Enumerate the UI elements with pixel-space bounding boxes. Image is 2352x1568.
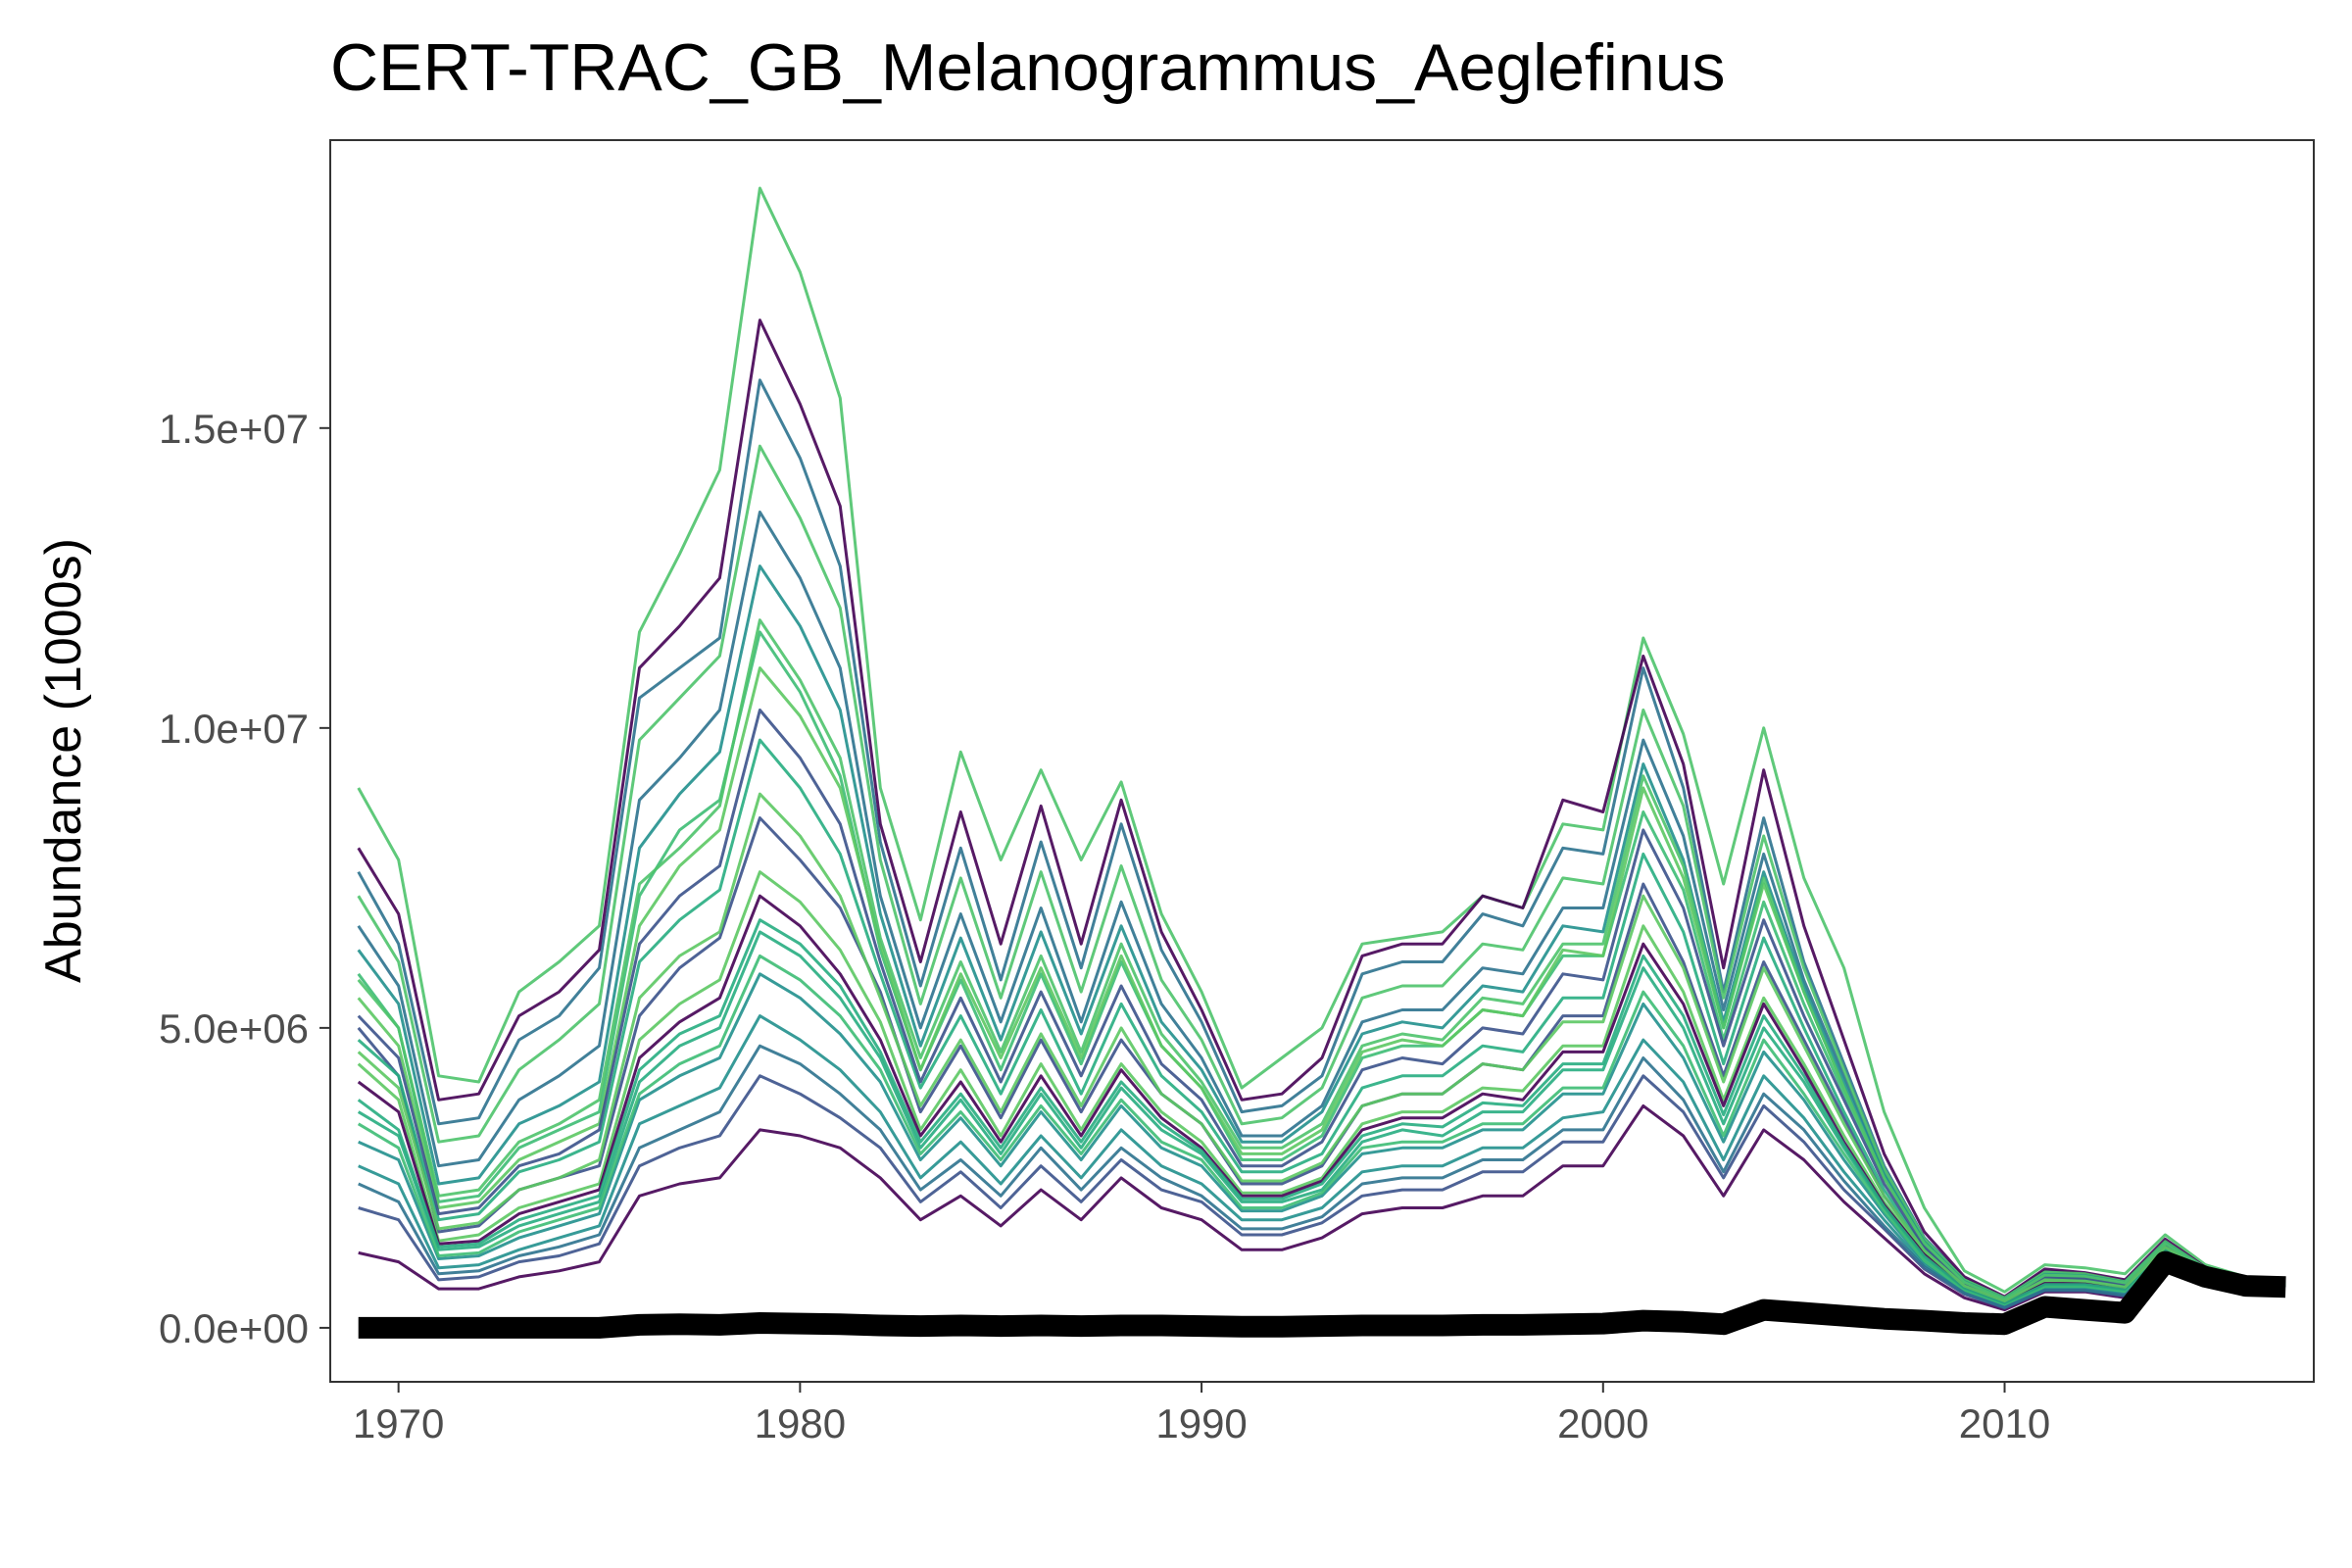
series-line	[357, 954, 2286, 1306]
panel-border	[329, 139, 2315, 1383]
y-axis: 0.0e+00 5.0e+06 1.0e+07 1.5e+07	[159, 406, 330, 1351]
series-line	[358, 1103, 2286, 1312]
x-tick-label: 2000	[1557, 1400, 1648, 1446]
x-axis: 1970 1980 1990 2000 2010	[353, 1382, 2050, 1446]
series-line	[358, 1044, 2286, 1309]
series-line	[357, 618, 2286, 1300]
x-tick-label: 1980	[755, 1400, 846, 1446]
chart-title: CERT-TRAC_GB_Melanogrammus_Aeglefinus	[330, 30, 1726, 105]
series-line	[357, 318, 2286, 1298]
series-line	[357, 444, 2286, 1299]
x-tick-label: 1990	[1155, 1400, 1247, 1446]
series-line	[357, 186, 2286, 1294]
y-tick-label: 1.5e+07	[159, 406, 309, 452]
series-layer	[357, 186, 2286, 1312]
y-tick-label: 0.0e+00	[159, 1305, 309, 1351]
series-line	[357, 894, 2286, 1304]
y-axis-label: Abundance (1000s)	[35, 538, 92, 983]
series-line	[357, 666, 2286, 1301]
x-tick-label: 2010	[1959, 1400, 2050, 1446]
highlight-layer	[358, 1250, 2286, 1339]
series-line	[357, 918, 2286, 1305]
y-tick-label: 1.0e+07	[159, 706, 309, 752]
x-tick-label: 1970	[353, 1400, 444, 1446]
highlight-line	[358, 1250, 2286, 1339]
series-line	[357, 792, 2286, 1302]
y-tick-label: 5.0e+06	[159, 1005, 309, 1052]
